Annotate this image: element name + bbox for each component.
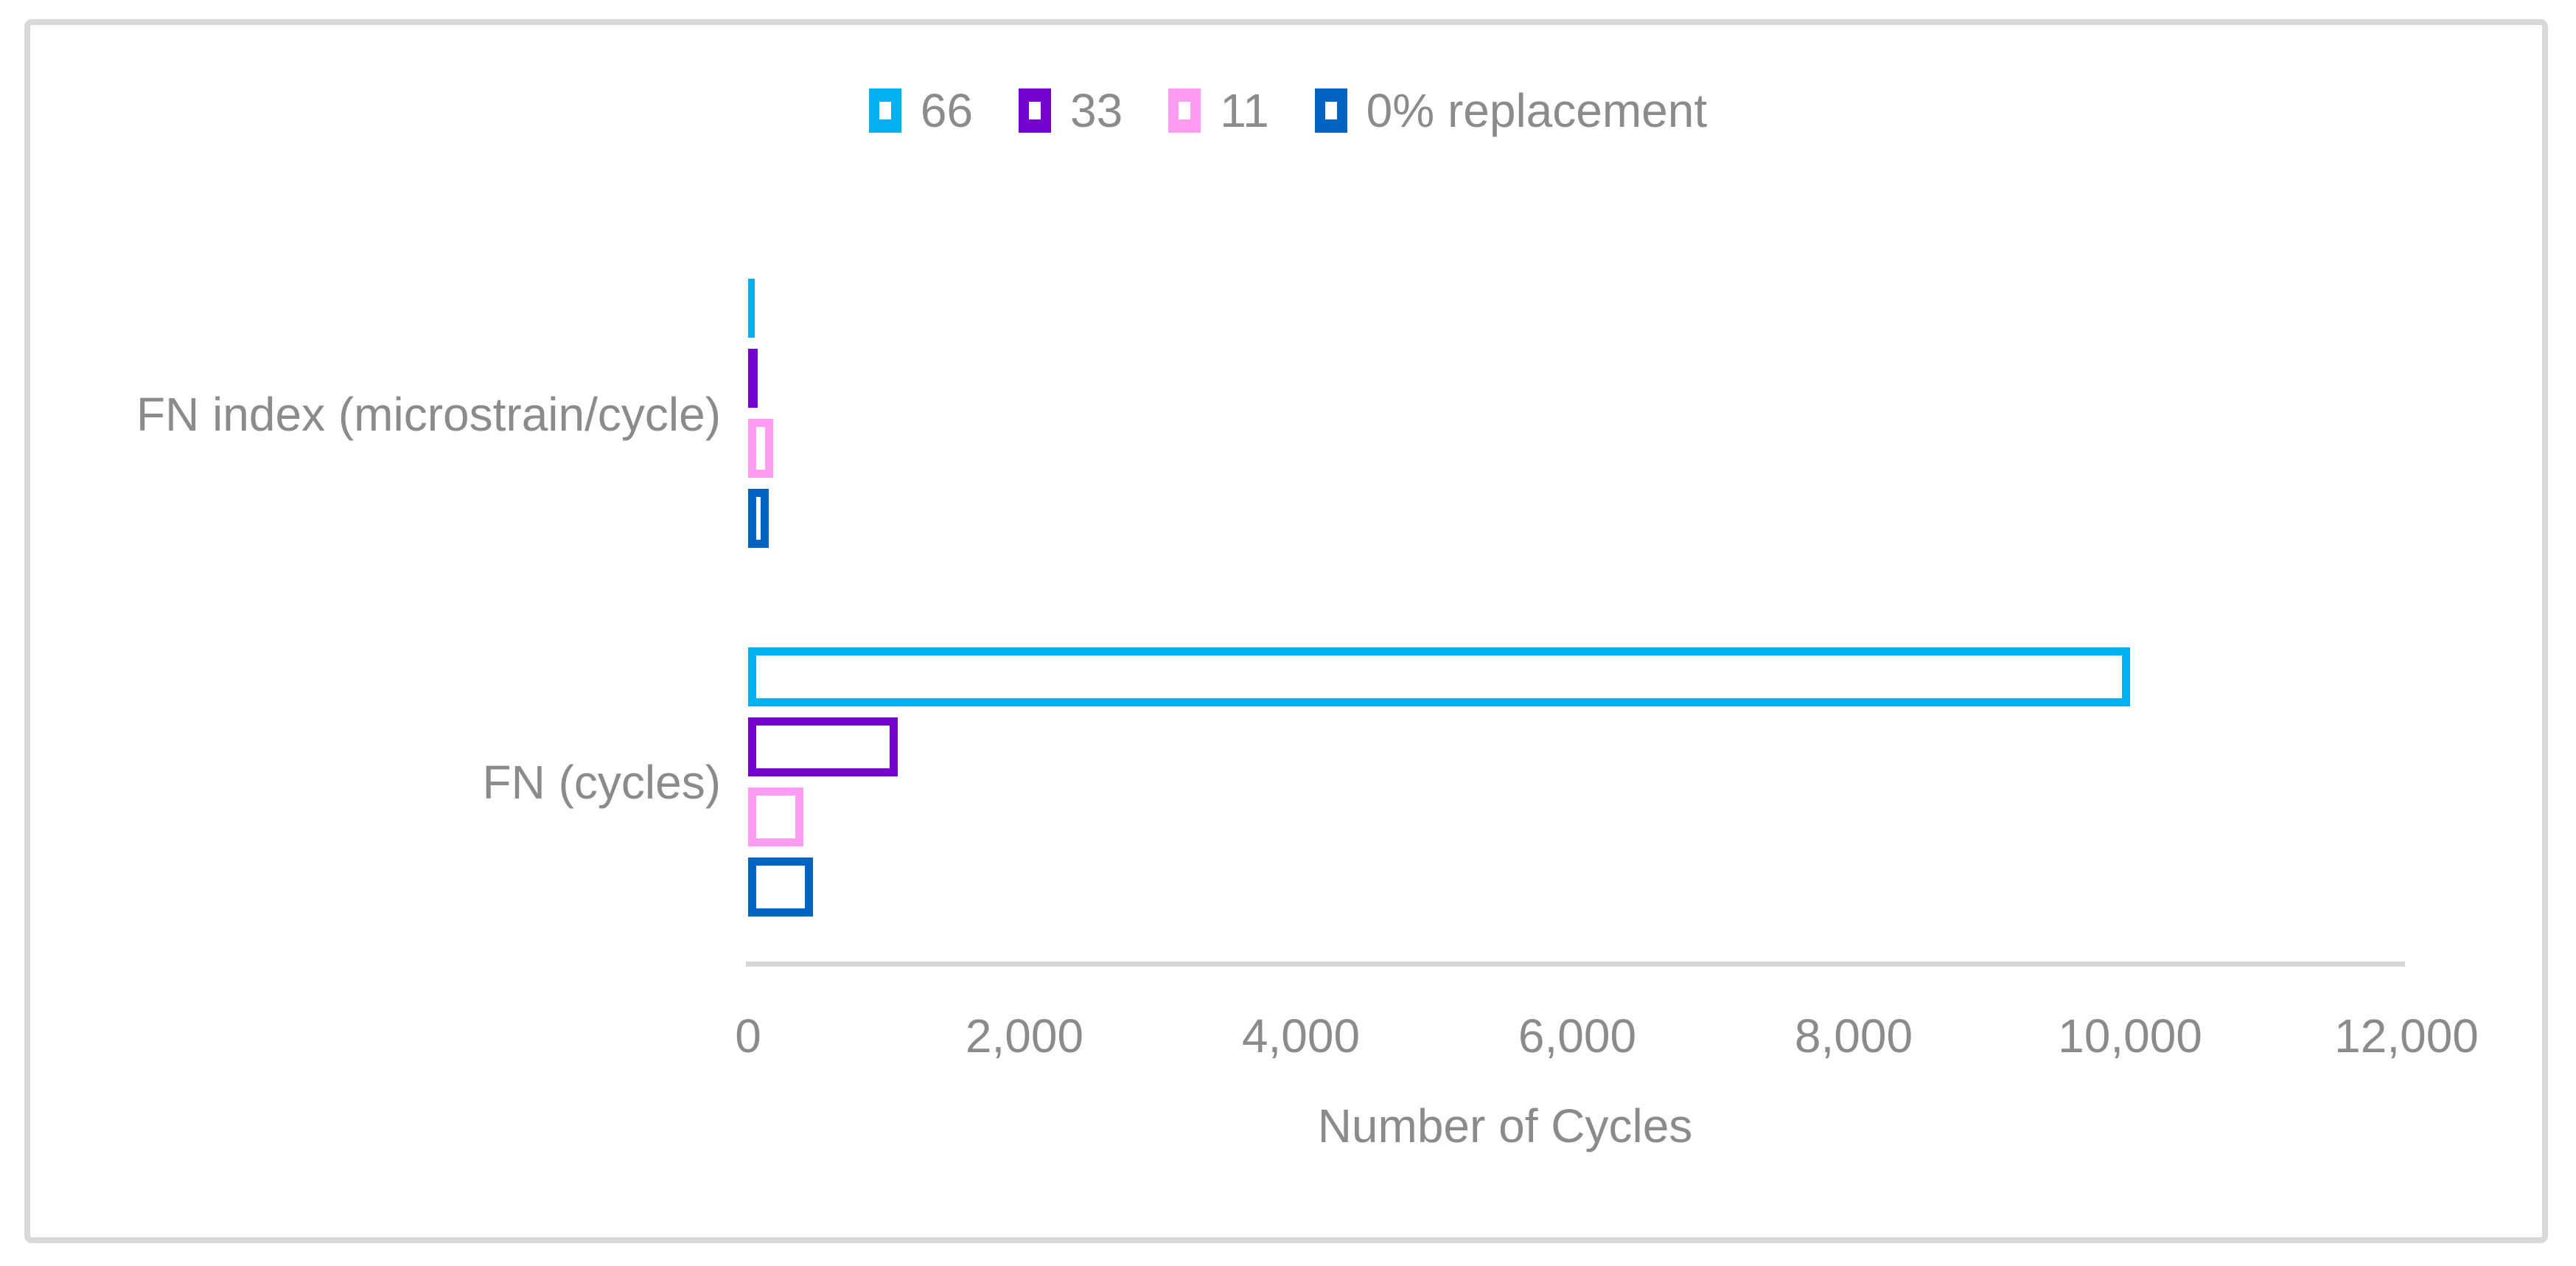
- bar-11: [748, 419, 773, 478]
- legend-label: 0% replacement: [1366, 84, 1708, 137]
- legend-item: 0% replacement: [1314, 84, 1708, 137]
- legend-label: 11: [1220, 84, 1269, 137]
- bar-0-replacement: [748, 858, 814, 917]
- x-tick-label: 12,000: [2334, 1009, 2479, 1062]
- legend-marker-icon: [1019, 88, 1052, 133]
- bar-66: [748, 647, 2130, 706]
- legend-label: 66: [920, 84, 974, 137]
- x-axis-line: [746, 961, 2405, 967]
- bar-0-replacement: [748, 489, 769, 548]
- x-tick-label: 4,000: [1241, 1009, 1361, 1062]
- legend-label: 33: [1070, 84, 1123, 137]
- x-axis-title: Number of Cycles: [1317, 1099, 1693, 1152]
- x-tick-label: 10,000: [2058, 1009, 2202, 1062]
- category-label-fn-index: FN index (microstrain/cycle): [136, 388, 721, 441]
- legend-marker-hole: [1324, 102, 1337, 119]
- x-tick-label: 6,000: [1518, 1009, 1637, 1062]
- legend-marker-icon: [868, 88, 901, 133]
- legend-item: 33: [1019, 87, 1123, 134]
- legend-item: 66: [868, 84, 974, 137]
- legend-item: 11: [1168, 84, 1269, 137]
- figure-border: [24, 19, 2548, 1243]
- chart-legend: 66 33 11 0% replacement: [0, 86, 2576, 136]
- x-tick-label: 8,000: [1794, 1009, 1913, 1062]
- x-tick-label: 0: [735, 1009, 761, 1062]
- bar-33: [748, 717, 898, 776]
- legend-marker-icon: [1168, 88, 1201, 133]
- bar-11: [748, 787, 803, 846]
- x-tick-label: 2,000: [965, 1009, 1084, 1062]
- legend-marker-hole: [1179, 102, 1191, 119]
- legend-marker-hole: [1029, 102, 1041, 119]
- bar-33: [748, 349, 758, 408]
- category-label-fn-cycles: FN (cycles): [482, 756, 721, 809]
- bar-66: [748, 279, 755, 338]
- legend-marker-icon: [1314, 88, 1347, 133]
- legend-marker-hole: [879, 102, 891, 119]
